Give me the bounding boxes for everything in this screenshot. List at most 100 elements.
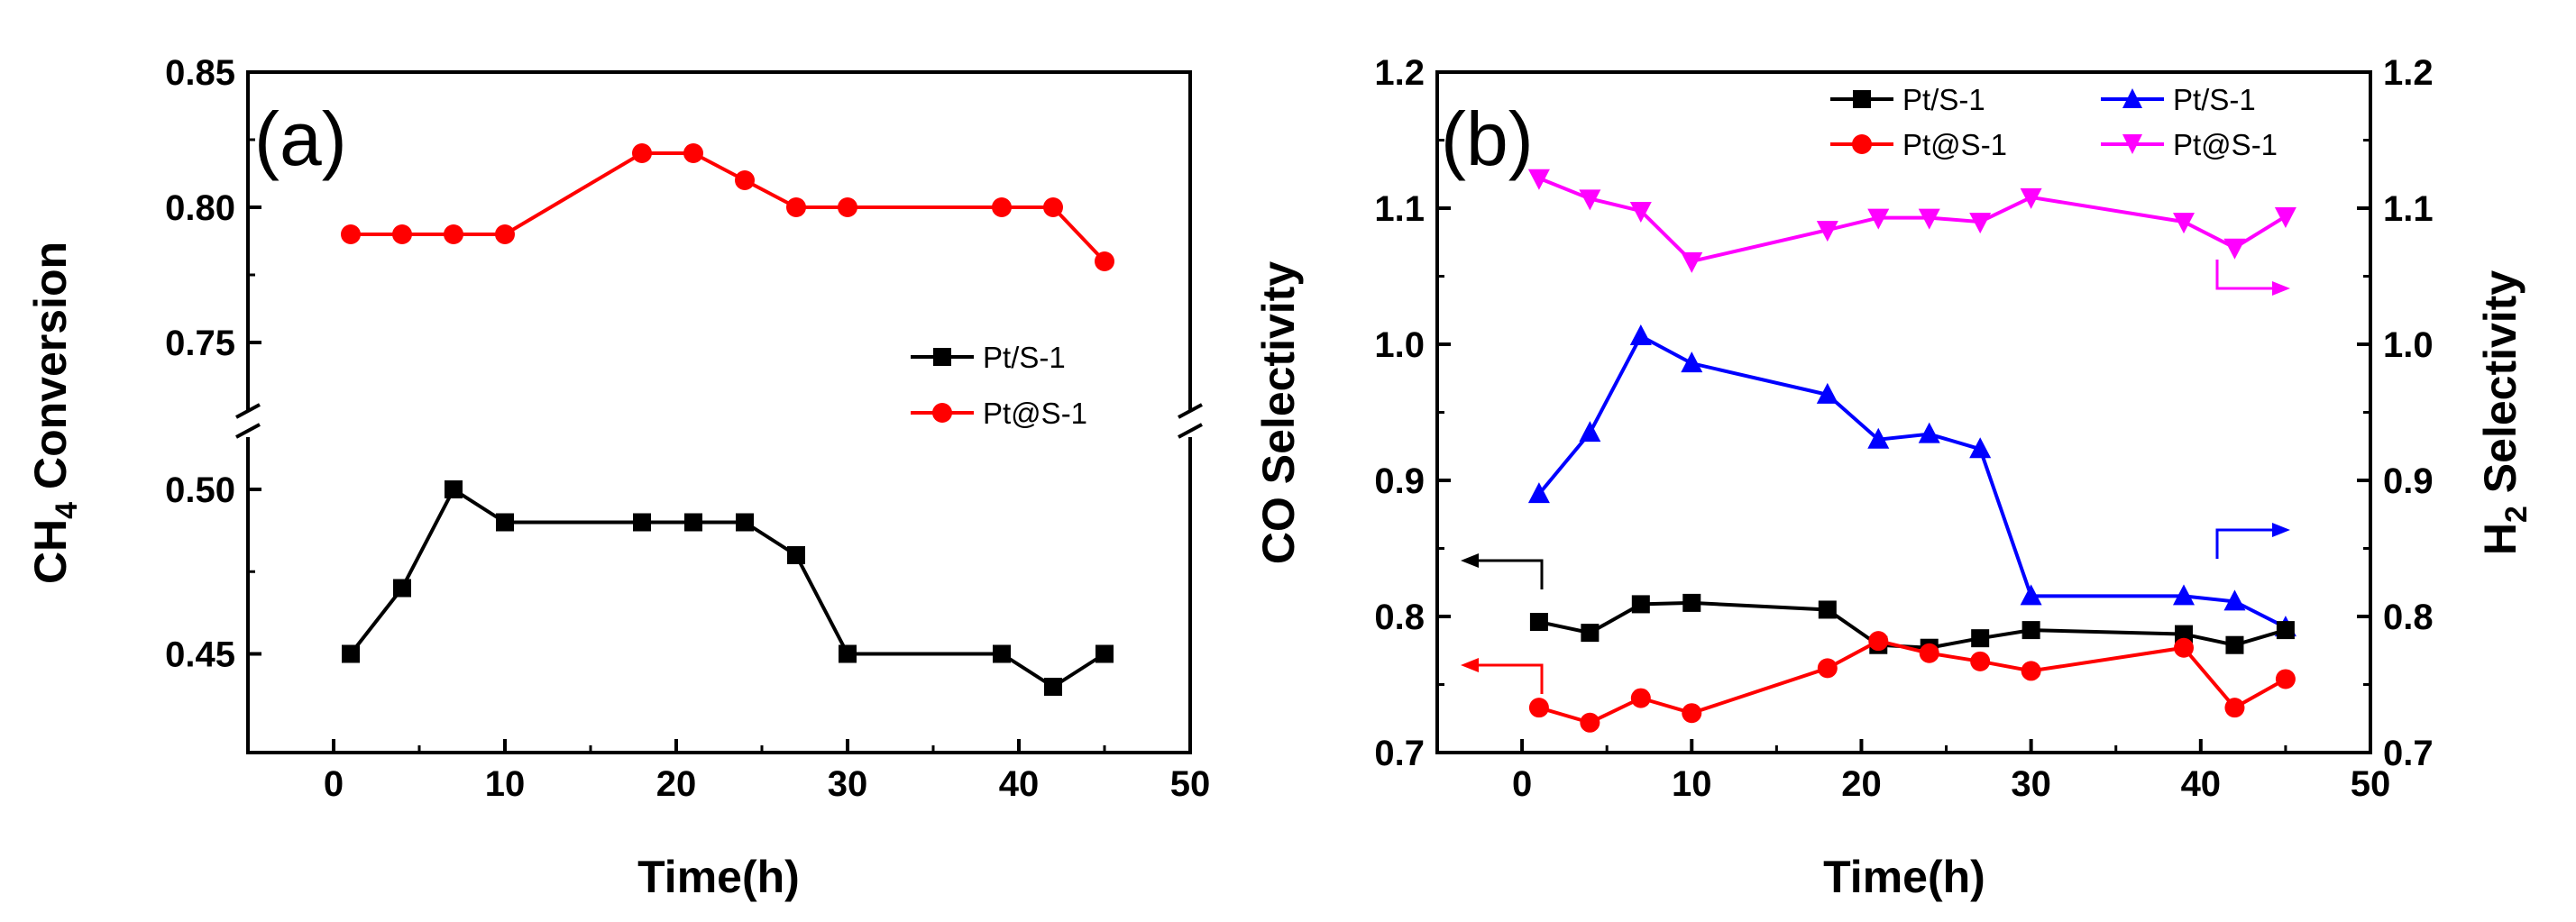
a-series-0-point	[787, 546, 805, 564]
b-y-left-tick-label: 1.2	[1374, 53, 1425, 93]
b-series-0-point	[1581, 624, 1600, 643]
y-axis-title-b-right-main: H	[2475, 523, 2526, 555]
b-series-2-point	[1527, 482, 1550, 504]
legend-b-marker-ptats1-co	[1852, 134, 1872, 154]
b-series-1-point	[1682, 703, 1702, 724]
a-series-1-point	[786, 197, 806, 217]
b-series-0-point	[2021, 621, 2040, 640]
a-series-0-point	[496, 513, 514, 532]
b-series-0-point	[1818, 600, 1837, 619]
axis-break-marks	[235, 403, 1203, 439]
b-series-0-point	[1971, 629, 1990, 648]
legend-b-label-ptats1-h2: Pt@S-1	[2173, 128, 2278, 161]
b-series-0-point	[2276, 621, 2295, 640]
a-series-0-point	[342, 644, 360, 663]
b-x-tick-label: 10	[1672, 764, 1712, 804]
legend-b-label-pts1-co: Pt/S-1	[1902, 83, 1985, 116]
a-y-tick-label: 0.80	[165, 188, 235, 228]
a-series-1-point	[1043, 197, 1063, 217]
b-series-3-point	[1816, 221, 1838, 242]
arrow-right-magenta-head	[2272, 281, 2290, 296]
x-axis-title-b: Time(h)	[1823, 852, 1985, 902]
a-series-1-point	[392, 224, 412, 244]
b-y-right-tick-label: 0.7	[2383, 734, 2434, 773]
b-series-2-point	[1579, 421, 1601, 443]
b-x-tick-label: 40	[2181, 764, 2222, 804]
b-series-3-point	[1969, 213, 1992, 234]
a-series-1-point	[735, 170, 755, 190]
b-series-2-point	[2173, 584, 2195, 606]
b-y-right-tick-label: 1.2	[2383, 53, 2434, 93]
b-series-0-point	[2175, 625, 2193, 644]
b-series-3-point	[2274, 207, 2296, 229]
b-y-left-tick-label: 0.7	[1374, 734, 1425, 773]
legend-a-marker-ptats1	[932, 403, 952, 423]
arrow-right-blue	[2215, 528, 2277, 559]
a-series-0-point	[393, 579, 411, 598]
b-series-3-point	[2173, 213, 2195, 234]
b-series-1-line	[1538, 639, 2287, 725]
ticks-a: 0 10 20 30 40 50 0.45 0.50 0.75 0.80 0.85	[165, 53, 1210, 804]
legend-b-marker-pts1-co	[1853, 90, 1871, 108]
a-series-0-point	[633, 513, 651, 532]
a-series-1-point	[632, 143, 652, 163]
b-y-left-tick-label: 1.1	[1374, 189, 1425, 229]
legend-b-label-pts1-h2: Pt/S-1	[2173, 83, 2256, 116]
x-axis-title-a: Time(h)	[637, 852, 800, 902]
panel-a: 0 10 20 30 40 50 0.45 0.50 0.75 0.80 0.85 (a) Time…	[25, 53, 1210, 902]
b-series-2-point	[2223, 589, 2246, 611]
axis-indicator-arrows	[1461, 260, 2290, 694]
a-series-1-point	[444, 224, 463, 244]
a-series-1-point	[495, 224, 515, 244]
b-series-0-point	[1631, 595, 1650, 614]
a-series-1-point	[838, 197, 857, 217]
y-axis-title-a-main: CH	[25, 519, 76, 584]
a-y-tick-label: 0.85	[165, 53, 235, 93]
arrow-right-blue-head	[2272, 523, 2290, 537]
panel-b: 0 10 20 30 40 500.7 0.70.8 0.80.9 0.91.0 1.01.1 1.…	[1253, 53, 2534, 902]
a-series-0-line	[349, 487, 1106, 689]
a-y-tick-label: 0.45	[165, 635, 235, 675]
b-series-1-point	[2174, 637, 2194, 658]
a-series-0-point	[1044, 678, 1062, 696]
arrow-right-magenta	[2215, 260, 2277, 290]
y-axis-title-b-right-sub: 2	[2499, 506, 2534, 523]
b-series-3-point	[1579, 189, 1601, 211]
b-y-left-tick-label: 1.0	[1374, 325, 1425, 365]
a-series-0-point	[839, 644, 857, 663]
b-series-3-point	[1681, 251, 1703, 273]
a-y-tick-label: 0.50	[165, 470, 235, 510]
y-axis-title-b-right: H2 Selectivity	[2475, 270, 2534, 555]
b-series-1-point	[1919, 643, 1939, 663]
legend-b-label-ptats1-co: Pt@S-1	[1902, 128, 2007, 161]
b-series-0-point	[1682, 593, 1701, 612]
arrow-left-black	[1474, 559, 1544, 589]
series-a	[341, 143, 1114, 696]
legend-b: Pt/S-1 Pt@S-1 Pt/S-1 Pt@S-1	[1830, 83, 2278, 161]
a-x-tick-label: 20	[656, 764, 697, 804]
legend-a-marker-pts1	[933, 348, 951, 366]
a-series-0-point	[993, 644, 1011, 663]
b-series-1-point	[1580, 712, 1600, 733]
b-x-tick-label: 50	[2351, 764, 2391, 804]
y-axis-title-a-sub: 4	[50, 502, 84, 519]
arrow-left-red-head	[1461, 658, 1479, 672]
b-series-3-line	[1538, 176, 2287, 264]
b-y-right-tick-label: 0.9	[2383, 461, 2434, 501]
a-series-1-line	[351, 151, 1106, 263]
panel-label-b: (b)	[1441, 96, 1534, 181]
b-x-tick-label: 20	[1841, 764, 1882, 804]
b-series-2-point	[1918, 422, 1940, 443]
b-series-2-point	[1969, 437, 1992, 459]
b-y-right-tick-label: 0.8	[2383, 598, 2434, 637]
arrow-left-black-head	[1461, 553, 1479, 568]
b-series-1-point	[1817, 658, 1838, 679]
b-series-3-point	[1918, 208, 1940, 230]
y-axis-title-b-right-rest: Selectivity	[2475, 270, 2526, 506]
a-x-tick-label: 40	[999, 764, 1040, 804]
legend-a-label-pts1: Pt/S-1	[983, 341, 1066, 374]
b-series-3-point	[1527, 169, 1550, 190]
a-series-0-point	[684, 513, 702, 532]
a-series-0-point	[445, 480, 463, 498]
